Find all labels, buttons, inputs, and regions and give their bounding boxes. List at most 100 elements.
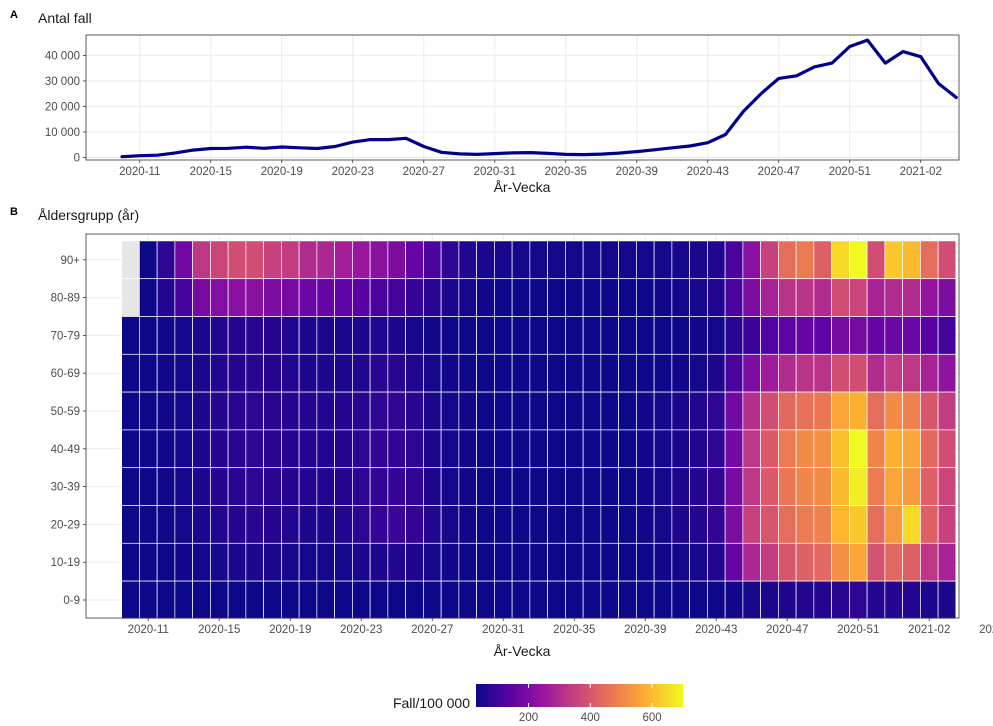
heatmap-cell — [902, 391, 921, 431]
heatmap-cell — [653, 467, 673, 506]
heatmap-cell — [334, 542, 353, 582]
heatmap-cell — [476, 542, 495, 582]
heatmap-cell — [511, 353, 531, 393]
heatmap-cell — [742, 542, 761, 582]
heatmap-cell — [795, 316, 815, 355]
heatmap-cell — [707, 580, 726, 620]
heatmap-cell — [636, 467, 655, 506]
heatmap-cell — [334, 316, 353, 355]
heatmap-cell — [866, 316, 886, 355]
heatmap-cell — [902, 278, 921, 317]
heatmap-cell — [600, 467, 619, 506]
panel-b-y-tick-label: 40-49 — [51, 444, 80, 456]
heatmap-cell — [636, 278, 655, 317]
heatmap-cell — [653, 542, 673, 582]
heatmap-cell — [458, 316, 477, 355]
heatmap-cell — [937, 391, 957, 431]
heatmap-cell — [227, 580, 247, 620]
heatmap-cell — [334, 278, 353, 317]
panel-b-plot-border — [85, 233, 960, 619]
heatmap-cell — [316, 429, 335, 469]
heatmap-cell — [813, 278, 832, 317]
heatmap-cell — [334, 580, 353, 620]
heatmap-cell — [582, 316, 602, 355]
heatmap-cell — [192, 353, 211, 393]
heatmap-cell — [210, 542, 229, 582]
heatmap-cell — [511, 240, 531, 280]
heatmap-cell — [920, 580, 939, 620]
heatmap-cell — [245, 542, 264, 582]
heatmap-cell — [423, 505, 442, 544]
panel-a-x-tick-label: 2020-35 — [545, 166, 587, 178]
heatmap-cell — [547, 429, 566, 469]
heatmap-cell — [671, 353, 690, 393]
heatmap-cell — [245, 505, 264, 544]
heatmap-cell — [529, 429, 548, 469]
heatmap-cell — [600, 391, 619, 431]
heatmap-cell — [121, 580, 140, 620]
heatmap-cell — [352, 542, 371, 582]
heatmap-cell — [405, 278, 424, 317]
heatmap-cell — [565, 542, 584, 582]
heatmap-cell — [831, 353, 850, 393]
heatmap-cell — [511, 542, 531, 582]
heatmap-cell — [529, 316, 548, 355]
heatmap-cell — [405, 316, 424, 355]
heatmap-cell — [689, 429, 708, 469]
heatmap-cell — [795, 505, 815, 544]
panel-b-x-tick-label: 2020-27 — [411, 624, 453, 636]
heatmap-cell — [139, 391, 158, 431]
heatmap-cell — [245, 316, 264, 355]
heatmap-cell — [210, 353, 229, 393]
heatmap-cell — [369, 429, 389, 469]
heatmap-cell — [813, 429, 832, 469]
heatmap-cell — [742, 391, 761, 431]
heatmap-cell — [263, 278, 282, 317]
panel-b-x-tick-label: 2020-31 — [482, 624, 524, 636]
heatmap-cell — [529, 240, 548, 280]
legend-tick-label: 200 — [519, 712, 538, 724]
heatmap-cell — [423, 278, 442, 317]
heatmap-cell — [174, 505, 193, 544]
heatmap-cell — [174, 580, 193, 620]
heatmap-cell — [192, 429, 211, 469]
heatmap-cell — [174, 429, 193, 469]
heatmap-cell — [121, 505, 140, 544]
heatmap-cell — [742, 467, 761, 506]
heatmap-cell — [849, 580, 868, 620]
heatmap-cell — [600, 505, 619, 544]
heatmap-cell — [565, 240, 584, 280]
heatmap-cell — [227, 542, 247, 582]
heatmap-cell — [423, 429, 442, 469]
heatmap-cell — [494, 467, 513, 506]
heatmap-cell — [227, 353, 247, 393]
heatmap-cell — [849, 353, 868, 393]
panel-b-heatmap-cells — [121, 240, 957, 620]
heatmap-cell — [600, 542, 619, 582]
heatmap-cell — [866, 580, 886, 620]
heatmap-cell — [760, 391, 779, 431]
heatmap-cell — [937, 316, 957, 355]
heatmap-cell — [387, 240, 406, 280]
heatmap-cell — [565, 316, 584, 355]
heatmap-cell — [476, 505, 495, 544]
heatmap-cell — [760, 240, 779, 280]
heatmap-cell — [866, 353, 886, 393]
heatmap-cell — [884, 580, 903, 620]
heatmap-cell — [423, 467, 442, 506]
heatmap-cell — [494, 542, 513, 582]
heatmap-cell — [689, 542, 708, 582]
heatmap-cell — [423, 353, 442, 393]
heatmap-cell — [565, 278, 584, 317]
panel-a-gridlines — [86, 35, 959, 160]
heatmap-cell — [281, 240, 300, 280]
panel-a-x-tick-label: 2020-19 — [261, 166, 303, 178]
heatmap-cell — [884, 505, 903, 544]
heatmap-cell — [174, 316, 193, 355]
heatmap-cell — [298, 278, 318, 317]
heatmap-cell — [760, 580, 779, 620]
heatmap-cell — [263, 429, 282, 469]
heatmap-cell — [156, 240, 176, 280]
heatmap-cell — [494, 240, 513, 280]
heatmap-cell — [139, 240, 158, 280]
